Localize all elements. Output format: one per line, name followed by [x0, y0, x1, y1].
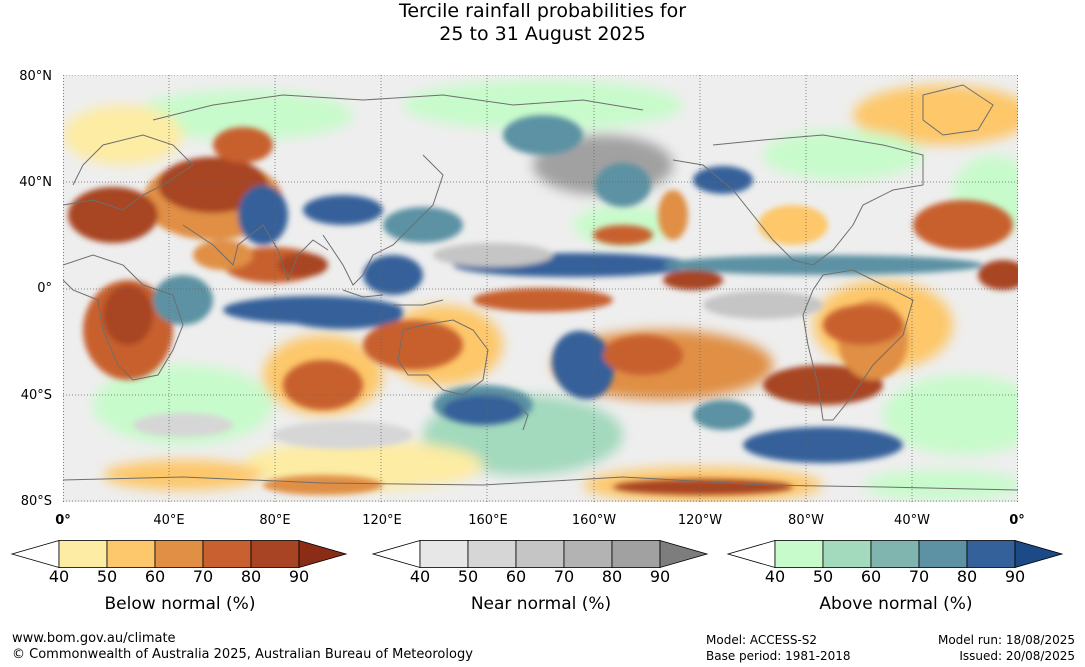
legend-above-normal-ticks: 40 50 60 70 80 90 [728, 568, 1064, 586]
lon-label-80w: 80°W [788, 513, 824, 528]
legend-near-normal-tick-70: 70 [553, 567, 575, 586]
legend-near-normal-colorbar [371, 539, 709, 569]
legend-above-normal-segment-50 [822, 540, 872, 568]
footer-base-period: Base period: 1981-2018 [706, 649, 851, 663]
legend-near-normal-segment-40 [419, 540, 469, 568]
legend-above-normal-segment-70 [918, 540, 968, 568]
legend-near-normal-tick-40: 40 [409, 567, 431, 586]
map-title: Tercile rainfall probabilities for 25 to… [0, 0, 1085, 46]
lat-label-80s: 80°S [20, 494, 52, 509]
legend-near-normal-segment-80 [611, 540, 661, 568]
legend-below-normal-segment-40 [58, 540, 108, 568]
legend-below-normal-low-triangle [10, 539, 60, 569]
lat-label-equator: 0° [37, 281, 52, 296]
lon-label-40e: 40°E [153, 513, 185, 528]
legend-above-normal-tick-40: 40 [764, 567, 786, 586]
footer-issued: Issued: 20/08/2025 [959, 649, 1075, 663]
lon-label-160w: 160°W [571, 513, 617, 528]
legend-below-normal-tick-80: 80 [240, 567, 262, 586]
legend-near-normal-tick-60: 60 [505, 567, 527, 586]
legend-above-normal-tick-70: 70 [908, 567, 930, 586]
legend-near-normal-tick-80: 80 [601, 567, 623, 586]
legend-below-normal-high-triangle [298, 539, 348, 569]
probability-field-features [68, 115, 1018, 495]
lon-label-160e: 160°E [468, 513, 508, 528]
legend-below-normal-tick-70: 70 [192, 567, 214, 586]
legend-below-normal-tick-50: 50 [96, 567, 118, 586]
legend-above-normal-colorbar [726, 539, 1064, 569]
legend-near-normal-title: Near normal (%) [470, 594, 612, 614]
legend-near-normal-segment-70 [563, 540, 613, 568]
legend-near-normal-segment-60 [515, 540, 565, 568]
legend-below-normal-colorbar [10, 539, 348, 569]
legend-above-normal-segment-40 [774, 540, 824, 568]
legend-near-normal-low-triangle [371, 539, 421, 569]
title-line-2: 25 to 31 August 2025 [439, 23, 646, 45]
lat-label-40s: 40°S [20, 388, 52, 403]
legend-near-normal-ticks: 40 50 60 70 80 90 [373, 568, 709, 586]
rainfall-probability-map [63, 75, 1018, 502]
legend-below-normal-tick-90: 90 [288, 567, 310, 586]
lon-label-120e: 120°E [362, 513, 402, 528]
legend-below-normal-segment-50 [106, 540, 156, 568]
lon-label-40w: 40°W [894, 513, 930, 528]
footer-copyright: © Commonwealth of Australia 2025, Austra… [12, 647, 473, 662]
legend-above-normal-low-triangle [726, 539, 776, 569]
legend-above-normal-title: Above normal (%) [819, 594, 973, 614]
legend-above-normal-segment-60 [870, 540, 920, 568]
legend-near-normal-tick-50: 50 [457, 567, 479, 586]
legend-near-normal-tick-90: 90 [649, 567, 671, 586]
legend-above-normal: 40 50 60 70 80 90 Above normal (%) [726, 539, 1064, 614]
lon-label-0-left: 0° [55, 513, 71, 528]
graticule [63, 75, 1018, 502]
legend-above-normal-high-triangle [1014, 539, 1064, 569]
legend-below-normal: 40 50 60 70 80 90 Below normal (%) [10, 539, 348, 614]
footer-model: Model: ACCESS-S2 [706, 633, 818, 647]
coastlines [63, 84, 1018, 491]
legend-near-normal-high-triangle [659, 539, 709, 569]
lat-label-80n: 80°N [19, 69, 52, 84]
lon-label-80e: 80°E [259, 513, 291, 528]
legend-below-normal-segment-70 [202, 540, 252, 568]
lon-label-0-right: 0° [1009, 513, 1025, 528]
legend-above-normal-segment-80 [966, 540, 1016, 568]
legend-below-normal-ticks: 40 50 60 70 80 90 [12, 568, 348, 586]
legend-near-normal: 40 50 60 70 80 90 Near normal (%) [371, 539, 709, 614]
legend-below-normal-segment-60 [154, 540, 204, 568]
footer-url: www.bom.gov.au/climate [12, 631, 176, 646]
lat-label-40n: 40°N [19, 175, 52, 190]
legend-below-normal-tick-60: 60 [144, 567, 166, 586]
title-line-1: Tercile rainfall probabilities for [398, 0, 687, 22]
legend-near-normal-segment-50 [467, 540, 517, 568]
legend-below-normal-tick-40: 40 [48, 567, 70, 586]
footer-model-run: Model run: 18/08/2025 [937, 633, 1075, 647]
legend-above-normal-tick-60: 60 [860, 567, 882, 586]
legend-above-normal-tick-80: 80 [956, 567, 978, 586]
legend-above-normal-tick-50: 50 [812, 567, 834, 586]
legend-above-normal-tick-90: 90 [1004, 567, 1026, 586]
lon-label-120w: 120°W [677, 513, 723, 528]
legend-below-normal-title: Below normal (%) [104, 594, 256, 614]
legend-below-normal-segment-80 [250, 540, 300, 568]
map-canvas [63, 75, 1018, 502]
